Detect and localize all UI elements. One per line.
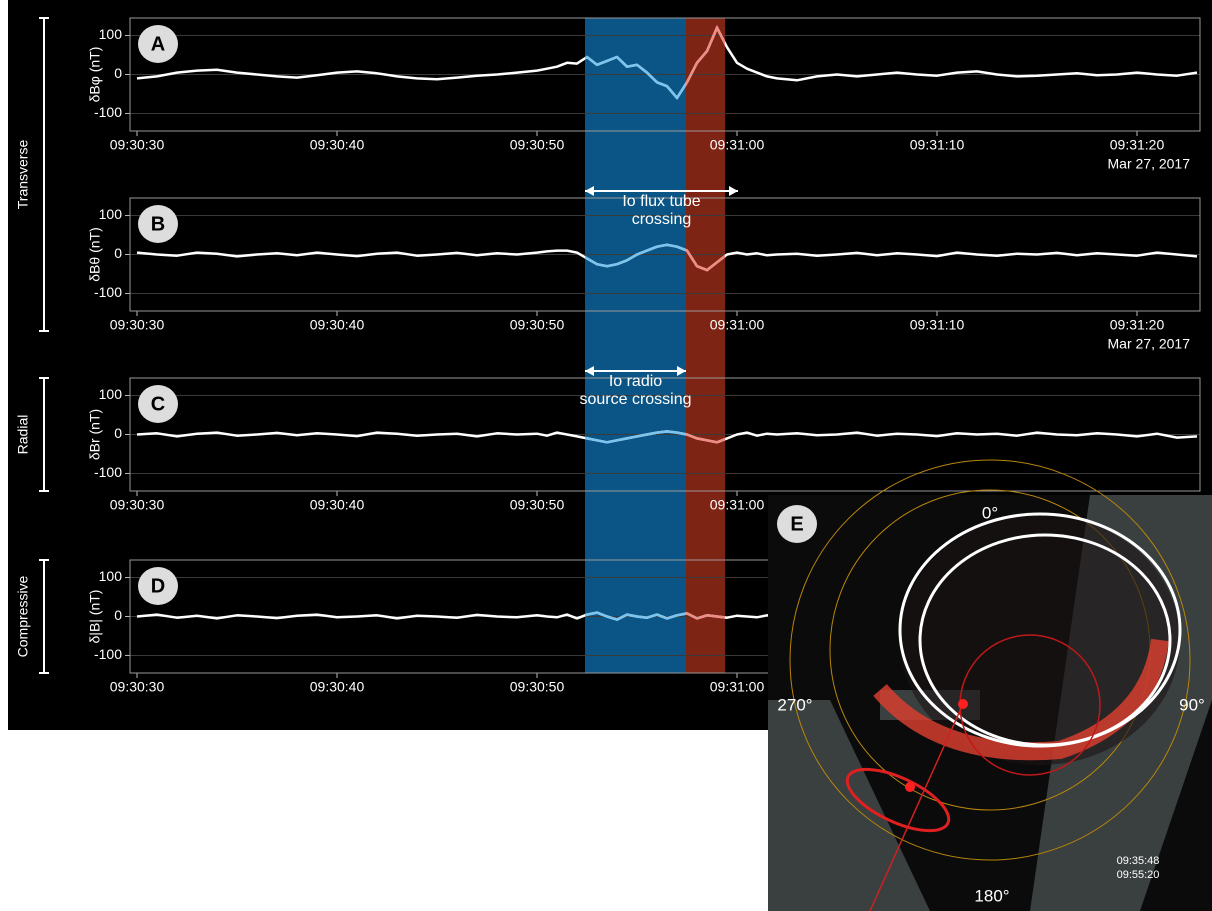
y-tick-label: 100 bbox=[99, 26, 123, 42]
y-tick-label: 100 bbox=[99, 206, 123, 222]
y-axis-label: δBθ (nT) bbox=[87, 227, 103, 281]
x-tick-label: 09:31:10 bbox=[910, 137, 965, 153]
angle-label: 270° bbox=[777, 695, 812, 714]
x-tick-label: 09:31:10 bbox=[910, 317, 965, 333]
panel-label: A bbox=[151, 33, 165, 55]
x-tick-label: 09:30:40 bbox=[310, 137, 365, 153]
x-tick-label: 09:31:00 bbox=[710, 137, 765, 153]
y-tick-label: 0 bbox=[114, 245, 122, 261]
footprint-point bbox=[905, 782, 915, 792]
y-axis-label: δBr (nT) bbox=[87, 409, 103, 460]
y-tick-label: -100 bbox=[94, 464, 122, 480]
panel-label: E bbox=[790, 513, 803, 535]
y-axis-label: δ|B| (nT) bbox=[87, 590, 103, 644]
x-tick-label: 09:30:50 bbox=[510, 137, 565, 153]
angle-label: 90° bbox=[1179, 695, 1205, 714]
span-label: source crossing bbox=[579, 391, 691, 408]
panel-label: C bbox=[151, 393, 165, 415]
image-time: 09:35:48 bbox=[1117, 855, 1160, 867]
panel-label: B bbox=[151, 213, 165, 235]
y-tick-label: 100 bbox=[99, 568, 123, 584]
y-tick-label: 0 bbox=[114, 607, 122, 623]
angle-label: 180° bbox=[974, 886, 1009, 905]
span-label: crossing bbox=[632, 211, 692, 228]
angle-label: 0° bbox=[982, 503, 998, 522]
span-label: Io radio bbox=[609, 373, 662, 390]
date-label: Mar 27, 2017 bbox=[1108, 336, 1191, 352]
x-tick-label: 09:30:50 bbox=[510, 679, 565, 695]
x-tick-label: 09:31:00 bbox=[710, 497, 765, 513]
y-tick-label: -100 bbox=[94, 284, 122, 300]
y-tick-label: -100 bbox=[94, 646, 122, 662]
y-tick-label: -100 bbox=[94, 104, 122, 120]
panel-label: D bbox=[151, 575, 165, 597]
x-tick-label: 09:30:30 bbox=[110, 497, 165, 513]
x-tick-label: 09:30:50 bbox=[510, 497, 565, 513]
highlight-band bbox=[585, 18, 686, 673]
highlight-band bbox=[686, 18, 725, 673]
span-label: Io flux tube bbox=[622, 193, 700, 210]
y-tick-label: 0 bbox=[114, 65, 122, 81]
group-label: Compressive bbox=[15, 575, 31, 657]
image-time: 09:55:20 bbox=[1117, 869, 1160, 881]
x-tick-label: 09:31:20 bbox=[1110, 137, 1165, 153]
x-tick-label: 09:30:30 bbox=[110, 317, 165, 333]
x-tick-label: 09:30:40 bbox=[310, 317, 365, 333]
x-tick-label: 09:30:40 bbox=[310, 497, 365, 513]
figure: 100 0 -100 09:30:30 09:30:40 09:30:50 09:31:00… bbox=[0, 0, 1212, 911]
x-tick-label: 09:31:00 bbox=[710, 679, 765, 695]
x-tick-label: 09:31:20 bbox=[1110, 317, 1165, 333]
x-tick-label: 09:31:00 bbox=[710, 317, 765, 333]
footprint-point bbox=[958, 699, 968, 709]
y-tick-label: 100 bbox=[99, 386, 123, 402]
group-label: Transverse bbox=[15, 140, 31, 210]
y-tick-label: 0 bbox=[114, 425, 122, 441]
group-label: Radial bbox=[15, 415, 31, 455]
date-label: Mar 27, 2017 bbox=[1108, 156, 1191, 172]
x-tick-label: 09:30:50 bbox=[510, 317, 565, 333]
x-tick-label: 09:30:30 bbox=[110, 679, 165, 695]
x-tick-label: 09:30:40 bbox=[310, 679, 365, 695]
auroral-image: E 0° 90° 180° 270° 09:35:48 09:55:20 bbox=[768, 460, 1212, 911]
x-tick-label: 09:30:30 bbox=[110, 137, 165, 153]
y-axis-label: δBφ (nT) bbox=[87, 47, 103, 103]
